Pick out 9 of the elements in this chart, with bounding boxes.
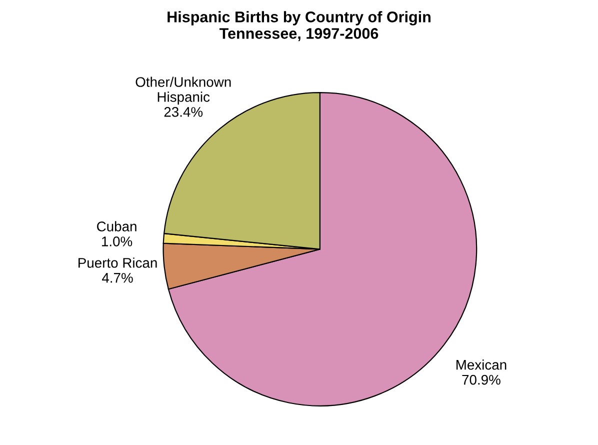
- chart-title: Hispanic Births by Country of Origin Tennessee, 1997-2006: [168, 11, 430, 42]
- slice-label: Cuban: [97, 221, 136, 232]
- data-label: 4.7%: [102, 272, 133, 283]
- slice-label: Puerto Rican: [78, 258, 157, 268]
- data-label: 23.4%: [164, 107, 203, 117]
- slice-label: Mexican: [456, 360, 506, 370]
- slice-label: Other/Unknown Hispanic: [136, 76, 231, 105]
- data-label: 1.0%: [102, 236, 132, 246]
- data-label: 70.9%: [462, 374, 500, 385]
